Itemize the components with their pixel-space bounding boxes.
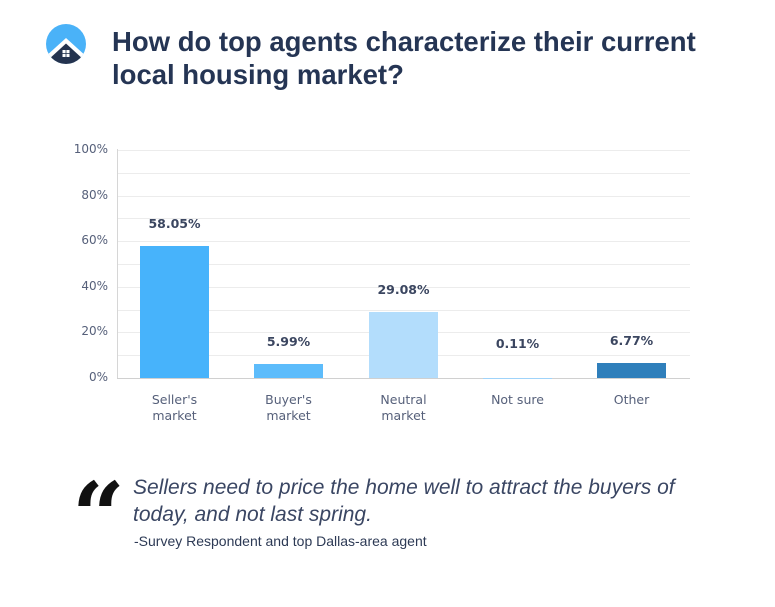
quote-attribution: -Survey Respondent and top Dallas-area a…	[134, 533, 427, 549]
x-category-label: Not sure	[491, 392, 544, 407]
value-label: 6.77%	[609, 333, 654, 348]
y-tick-label: 0%	[88, 370, 108, 384]
gridline	[118, 287, 690, 288]
y-axis-line	[117, 149, 118, 379]
quote-text: Sellers need to price the home well to a…	[133, 476, 675, 526]
y-tick-label: 80%	[81, 188, 108, 202]
gridline	[118, 241, 690, 242]
gridline	[118, 218, 690, 219]
gridline	[118, 196, 690, 197]
x-category-label: Buyer's market	[265, 392, 312, 423]
quotation-mark-icon: “	[72, 462, 125, 570]
gridline	[118, 173, 690, 174]
bar-neutral-market[interactable]	[369, 311, 438, 378]
bar-buyer-s-market[interactable]	[254, 364, 323, 378]
x-category-label: Neutral market	[380, 392, 427, 423]
gridline	[118, 310, 690, 311]
bar-seller-s-market[interactable]	[140, 245, 209, 378]
bar-not-sure[interactable]	[483, 377, 552, 379]
y-tick-label: 40%	[81, 279, 108, 293]
x-category-label: Other	[613, 392, 650, 407]
bar-other[interactable]	[597, 362, 666, 378]
value-label: 58.05%	[148, 216, 201, 231]
gridline	[118, 150, 690, 151]
value-label: 5.99%	[266, 334, 311, 349]
gridline	[118, 264, 690, 265]
x-category-label: Seller's market	[151, 392, 198, 423]
house-circle-logo-icon	[46, 24, 86, 64]
page-title: How do top agents characterize their cur…	[112, 26, 696, 90]
value-label: 0.11%	[495, 336, 540, 351]
x-axis-line	[117, 378, 690, 379]
y-tick-label: 20%	[81, 324, 108, 338]
y-tick-label: 100%	[73, 142, 108, 156]
y-tick-label: 60%	[81, 233, 108, 247]
value-label: 29.08%	[377, 282, 430, 297]
